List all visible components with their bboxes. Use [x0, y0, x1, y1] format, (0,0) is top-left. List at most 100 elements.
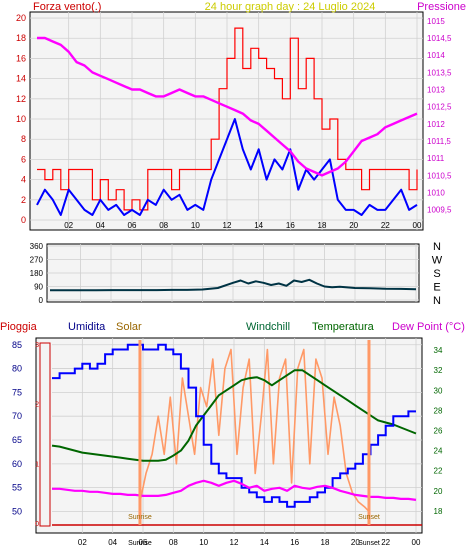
pressure-tick-label: 1009,5 — [427, 206, 452, 215]
panel3-left-ticks: 50 55 60 65 70 75 80 85 — [12, 340, 22, 517]
temperature-tick-label: 30 — [434, 386, 443, 395]
humidity-tick-label: 50 — [12, 506, 22, 516]
hour-tick-label: 18 — [321, 538, 330, 547]
sunset-axis-label: Sunset — [358, 540, 380, 547]
wind-tick-label: 2 — [21, 195, 26, 205]
rain-tick-label: 0 — [35, 521, 39, 528]
temperature-tick-label: 18 — [434, 507, 443, 516]
hour-tick-label: 14 — [254, 221, 263, 230]
wind-tick-label: 4 — [21, 175, 26, 185]
temperature-tick-label: 34 — [434, 346, 443, 355]
pressure-tick-label: 1014,5 — [427, 34, 452, 43]
hour-tick-label: 00 — [412, 538, 421, 547]
panel2-grid — [47, 244, 419, 302]
hour-tick-label: 10 — [191, 221, 200, 230]
direction-tick-label: 360 — [30, 242, 44, 251]
pressure-tick-label: 1015 — [427, 17, 445, 26]
wind-pressure-panel: Forza vento(.) 24 hour graph day : 24 Lu… — [16, 1, 466, 231]
temperature-tick-label: 24 — [434, 447, 443, 456]
dew-point-series — [52, 479, 417, 501]
hour-tick-label: 02 — [78, 538, 87, 547]
wind-tick-label: 0 — [21, 215, 26, 225]
hour-tick-label: 04 — [96, 221, 105, 230]
panel1-right-ticks: 1009,5 1010 1010,5 1011 1011,5 1012 1012,5 1013… — [427, 17, 452, 215]
hour-tick-label: 04 — [108, 538, 117, 547]
panel1-series — [36, 27, 418, 216]
hour-tick-label: 12 — [223, 221, 232, 230]
hour-tick-label: 14 — [260, 538, 269, 547]
hour-tick-label: 00 — [413, 221, 422, 230]
legend-dew-point: Dew Point (°C) — [392, 321, 465, 333]
panel1-x-ticks: 02 04 06 08 10 12 14 16 18 20 22 00 — [64, 221, 422, 230]
legend-windchill: Windchill — [246, 321, 290, 333]
rain-tick-label: 1 — [35, 461, 39, 468]
wind-tick-label: 6 — [21, 154, 26, 164]
legend-temperatura: Temperatura — [312, 321, 375, 333]
pressure-axis-label: Pressione — [417, 1, 466, 13]
panel1-title: 24 hour graph day : 24 Luglio 2024 — [205, 1, 376, 13]
hour-tick-label: 06 — [139, 538, 148, 547]
sunrise-label: Sunrise — [128, 514, 152, 521]
sunrise-axis-label: Sunrise — [128, 540, 152, 547]
pressure-tick-label: 1012 — [427, 120, 445, 129]
direction-tick-label: 180 — [30, 269, 44, 278]
hour-tick-label: 10 — [199, 538, 208, 547]
humidity-tick-label: 70 — [12, 411, 22, 421]
wind-tick-label: 12 — [16, 94, 26, 104]
panel2-left-ticks: 360 270 180 90 0 — [30, 242, 44, 305]
panel3-grid — [52, 338, 422, 533]
hour-tick-label: 08 — [159, 221, 168, 230]
hour-tick-label: 22 — [381, 538, 390, 547]
hour-tick-label: 06 — [128, 221, 137, 230]
humidity-series — [52, 343, 416, 508]
humidity-tick-label: 60 — [12, 459, 22, 469]
panel3-rain-ticks: 0 1 2 3 — [35, 342, 39, 528]
wind-pressure-frame — [29, 11, 424, 231]
pressure-tick-label: 1010 — [427, 189, 445, 198]
panel3-x-ticks: 02 04 06 08 10 12 14 16 18 20 22 00 — [78, 538, 421, 547]
wind-tick-label: 10 — [16, 114, 26, 124]
pressure-tick-label: 1012,5 — [427, 103, 452, 112]
legend-solar: Solar — [116, 321, 142, 333]
humidity-tick-label: 65 — [12, 435, 22, 445]
pressure-tick-label: 1014 — [427, 51, 445, 60]
wind-tick-label: 14 — [16, 74, 26, 84]
temperature-tick-label: 20 — [434, 487, 443, 496]
humidity-tick-label: 55 — [12, 483, 22, 493]
legend-pioggia: Pioggia — [0, 321, 38, 333]
direction-tick-label: 0 — [39, 296, 44, 305]
hour-tick-label: 22 — [381, 221, 390, 230]
temperature-tick-label: 28 — [434, 406, 443, 415]
legend-umidita: Umidita — [68, 321, 106, 333]
temperature-tick-label: 32 — [434, 366, 443, 375]
compass-label: N — [433, 241, 441, 253]
panel3-series — [51, 343, 417, 513]
pressure-series — [37, 36, 418, 177]
wind-tick-label: 20 — [16, 13, 26, 23]
wind-tick-label: 16 — [16, 53, 26, 63]
temperature-tick-label: 26 — [434, 427, 443, 436]
panel3-right-ticks: 18 20 22 24 26 28 30 32 34 — [434, 346, 443, 516]
pressure-tick-label: 1011 — [427, 154, 445, 163]
compass-label: N — [433, 295, 441, 307]
temperature-humidity-frame — [35, 337, 423, 534]
panel2-series — [50, 278, 417, 292]
wind-direction-series — [50, 278, 417, 292]
pressure-tick-label: 1013,5 — [427, 68, 452, 77]
compass-label: E — [433, 282, 440, 294]
sunset-label: Sunset — [358, 514, 380, 521]
hour-tick-label: 02 — [64, 221, 73, 230]
humidity-tick-label: 85 — [12, 340, 22, 350]
wind-tick-label: 8 — [21, 134, 26, 144]
solar-series — [139, 348, 370, 513]
wind-speed-series — [36, 118, 418, 216]
temperature-series — [51, 369, 417, 462]
rain-axis-box — [39, 342, 51, 527]
hour-tick-label: 18 — [318, 221, 327, 230]
compass-label: S — [433, 268, 440, 280]
panel1-left-ticks: 0 2 4 6 8 10 12 14 16 18 20 — [16, 13, 26, 225]
